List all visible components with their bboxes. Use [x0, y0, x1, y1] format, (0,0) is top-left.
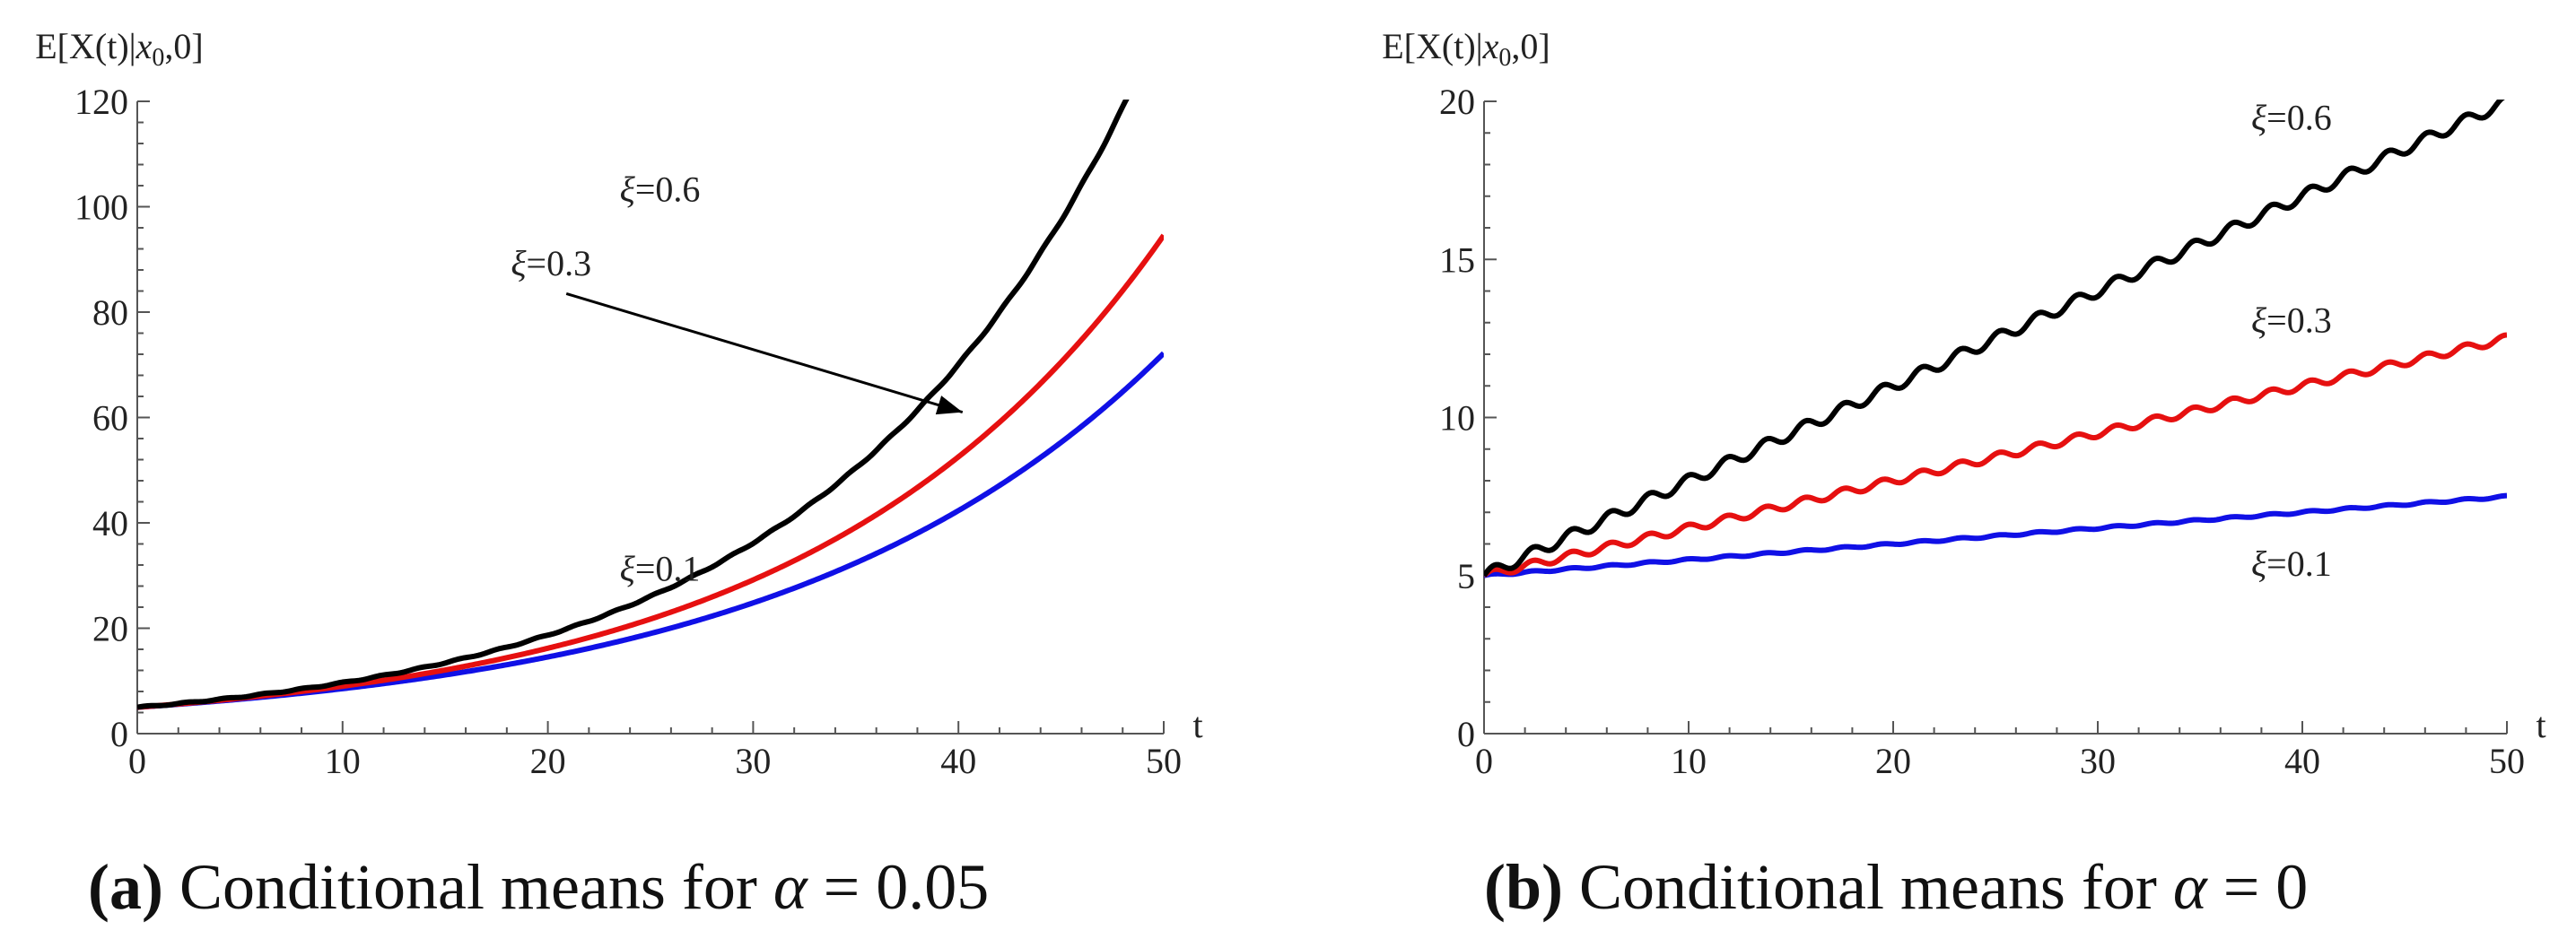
chart-a-xtick-label: 0	[128, 741, 146, 781]
chart-a-ylabel-sub: 0	[152, 44, 164, 72]
chart-a-arrow-head	[935, 396, 963, 415]
chart-b-series-2	[1484, 100, 2505, 578]
chart-a-series-2	[137, 100, 1130, 710]
chart-a-annotation-0: ξ=0.6	[620, 170, 701, 210]
chart-b-xtick-label: 0	[1475, 741, 1493, 781]
chart-b-ytick-label: 15	[1439, 239, 1475, 280]
chart-b-ytick-label: 5	[1457, 556, 1475, 596]
chart-a-ytick-label: 40	[92, 503, 128, 543]
chart-a-ylabel-var: x	[135, 26, 153, 66]
chart-b-ytick-label: 10	[1439, 398, 1475, 439]
chart-b-xlabel: t	[2536, 705, 2545, 745]
caption-a-rhs: = 0.05	[823, 851, 990, 923]
chart-a-annotation-greek: ξ	[620, 170, 636, 210]
chart-b-series-0	[1484, 492, 2507, 578]
chart-a-annotation-text: =0.6	[635, 170, 701, 210]
chart-a-ytick-label: 20	[92, 609, 128, 649]
chart-b-series-1	[1484, 332, 2507, 578]
caption-b-text: Conditional means for	[1579, 851, 2157, 923]
caption-a-text: Conditional means for	[179, 851, 757, 923]
chart-b-annotation-0: ξ=0.6	[2251, 98, 2332, 138]
caption-a: (a) Conditional means for α = 0.05	[88, 850, 989, 925]
chart-a-xtick-label: 30	[735, 741, 771, 781]
chart-b-xtick-label: 50	[2489, 741, 2525, 781]
chart-b-xtick-label: 20	[1875, 741, 1911, 781]
chart-b-annotation-text: =0.6	[2266, 98, 2332, 138]
chart-b-annotation-text: =0.3	[2266, 300, 2332, 340]
chart-a-xlabel: t	[1192, 705, 1202, 745]
chart-b-ylabel: E[X(t)|x0,0]	[1382, 26, 1550, 72]
chart-a-xtick-label: 20	[530, 741, 566, 781]
chart-b-svg: 0 10 20 30 40 5005101520E[X(t)|x0,0]tξ=0.6ξ=0…	[1382, 26, 2545, 781]
caption-a-symbol: α	[773, 851, 808, 923]
chart-a-xtick-label: 10	[325, 741, 361, 781]
chart-a-annotation-2: ξ=0.1	[620, 549, 701, 589]
chart-a-ytick-label: 100	[74, 187, 128, 228]
chart-b-ylabel-suffix: ,0]	[1511, 26, 1550, 66]
chart-a-svg: 0 10 20 30 40 50020406080100120E[X(t)|x0,0]tξ…	[35, 26, 1202, 781]
chart-a-ytick-label: 80	[92, 292, 128, 333]
chart-a-series-0	[137, 351, 1164, 710]
caption-b-symbol: α	[2172, 851, 2207, 923]
chart-a-series-1	[137, 233, 1164, 710]
chart-a-ylabel-suffix: ,0]	[164, 26, 203, 66]
chart-b-annotation-1: ξ=0.3	[2251, 300, 2332, 340]
chart-b-annotation-greek: ξ	[2251, 543, 2267, 584]
chart-a-ytick-label: 120	[74, 82, 128, 122]
chart-a-ytick-label: 0	[110, 714, 128, 754]
chart-b-ytick-label: 0	[1457, 714, 1475, 754]
chart-a-ylabel-prefix: E[X(t)|	[35, 26, 135, 66]
chart-a-annotation-1: ξ=0.3	[511, 243, 591, 283]
chart-b-xtick-label: 10	[1671, 741, 1707, 781]
chart-b-annotation-text: =0.1	[2266, 543, 2332, 584]
chart-a-annotation-text: =0.3	[527, 243, 592, 283]
caption-b-rhs: = 0	[2222, 851, 2309, 923]
panel-b: 0 10 20 30 40 50 0 5 10 15 20 E[X(t)|x0,0] t ξ=0.6 ξ=0…	[1288, 0, 2576, 939]
chart-b-annotation-greek: ξ	[2251, 300, 2267, 340]
chart-a-annotation-greek: ξ	[620, 549, 636, 589]
chart-b-xtick-label: 40	[2284, 741, 2320, 781]
chart-b-ylabel-sub: 0	[1498, 44, 1511, 72]
chart-a-annotation-text: =0.1	[635, 549, 701, 589]
chart-a-arrow-shaft	[565, 292, 964, 414]
chart-a-ytick-label: 60	[92, 398, 128, 439]
chart-a-annotation-greek: ξ	[511, 243, 527, 283]
chart-b-ylabel-var: x	[1482, 26, 1499, 66]
chart-b-ytick-label: 20	[1439, 82, 1475, 122]
chart-b-annotation-2: ξ=0.1	[2251, 543, 2332, 584]
chart-b-ylabel-prefix: E[X(t)|	[1382, 26, 1482, 66]
chart-b-xtick-label: 30	[2080, 741, 2116, 781]
chart-a-ylabel: E[X(t)|x0,0]	[35, 26, 204, 72]
caption-a-tag: (a)	[88, 851, 163, 923]
caption-b: (b) Conditional means for α = 0	[1484, 850, 2308, 925]
chart-a-xtick-label: 40	[940, 741, 976, 781]
chart-a-xtick-label: 50	[1146, 741, 1182, 781]
chart-b-annotation-greek: ξ	[2251, 98, 2267, 138]
panel-a: 0 10 20 30 40 50 0 20 40 60 80 100 120 E[X(t)|x0,0] t ξ…	[35, 26, 1202, 925]
caption-b-tag: (b)	[1484, 851, 1563, 923]
